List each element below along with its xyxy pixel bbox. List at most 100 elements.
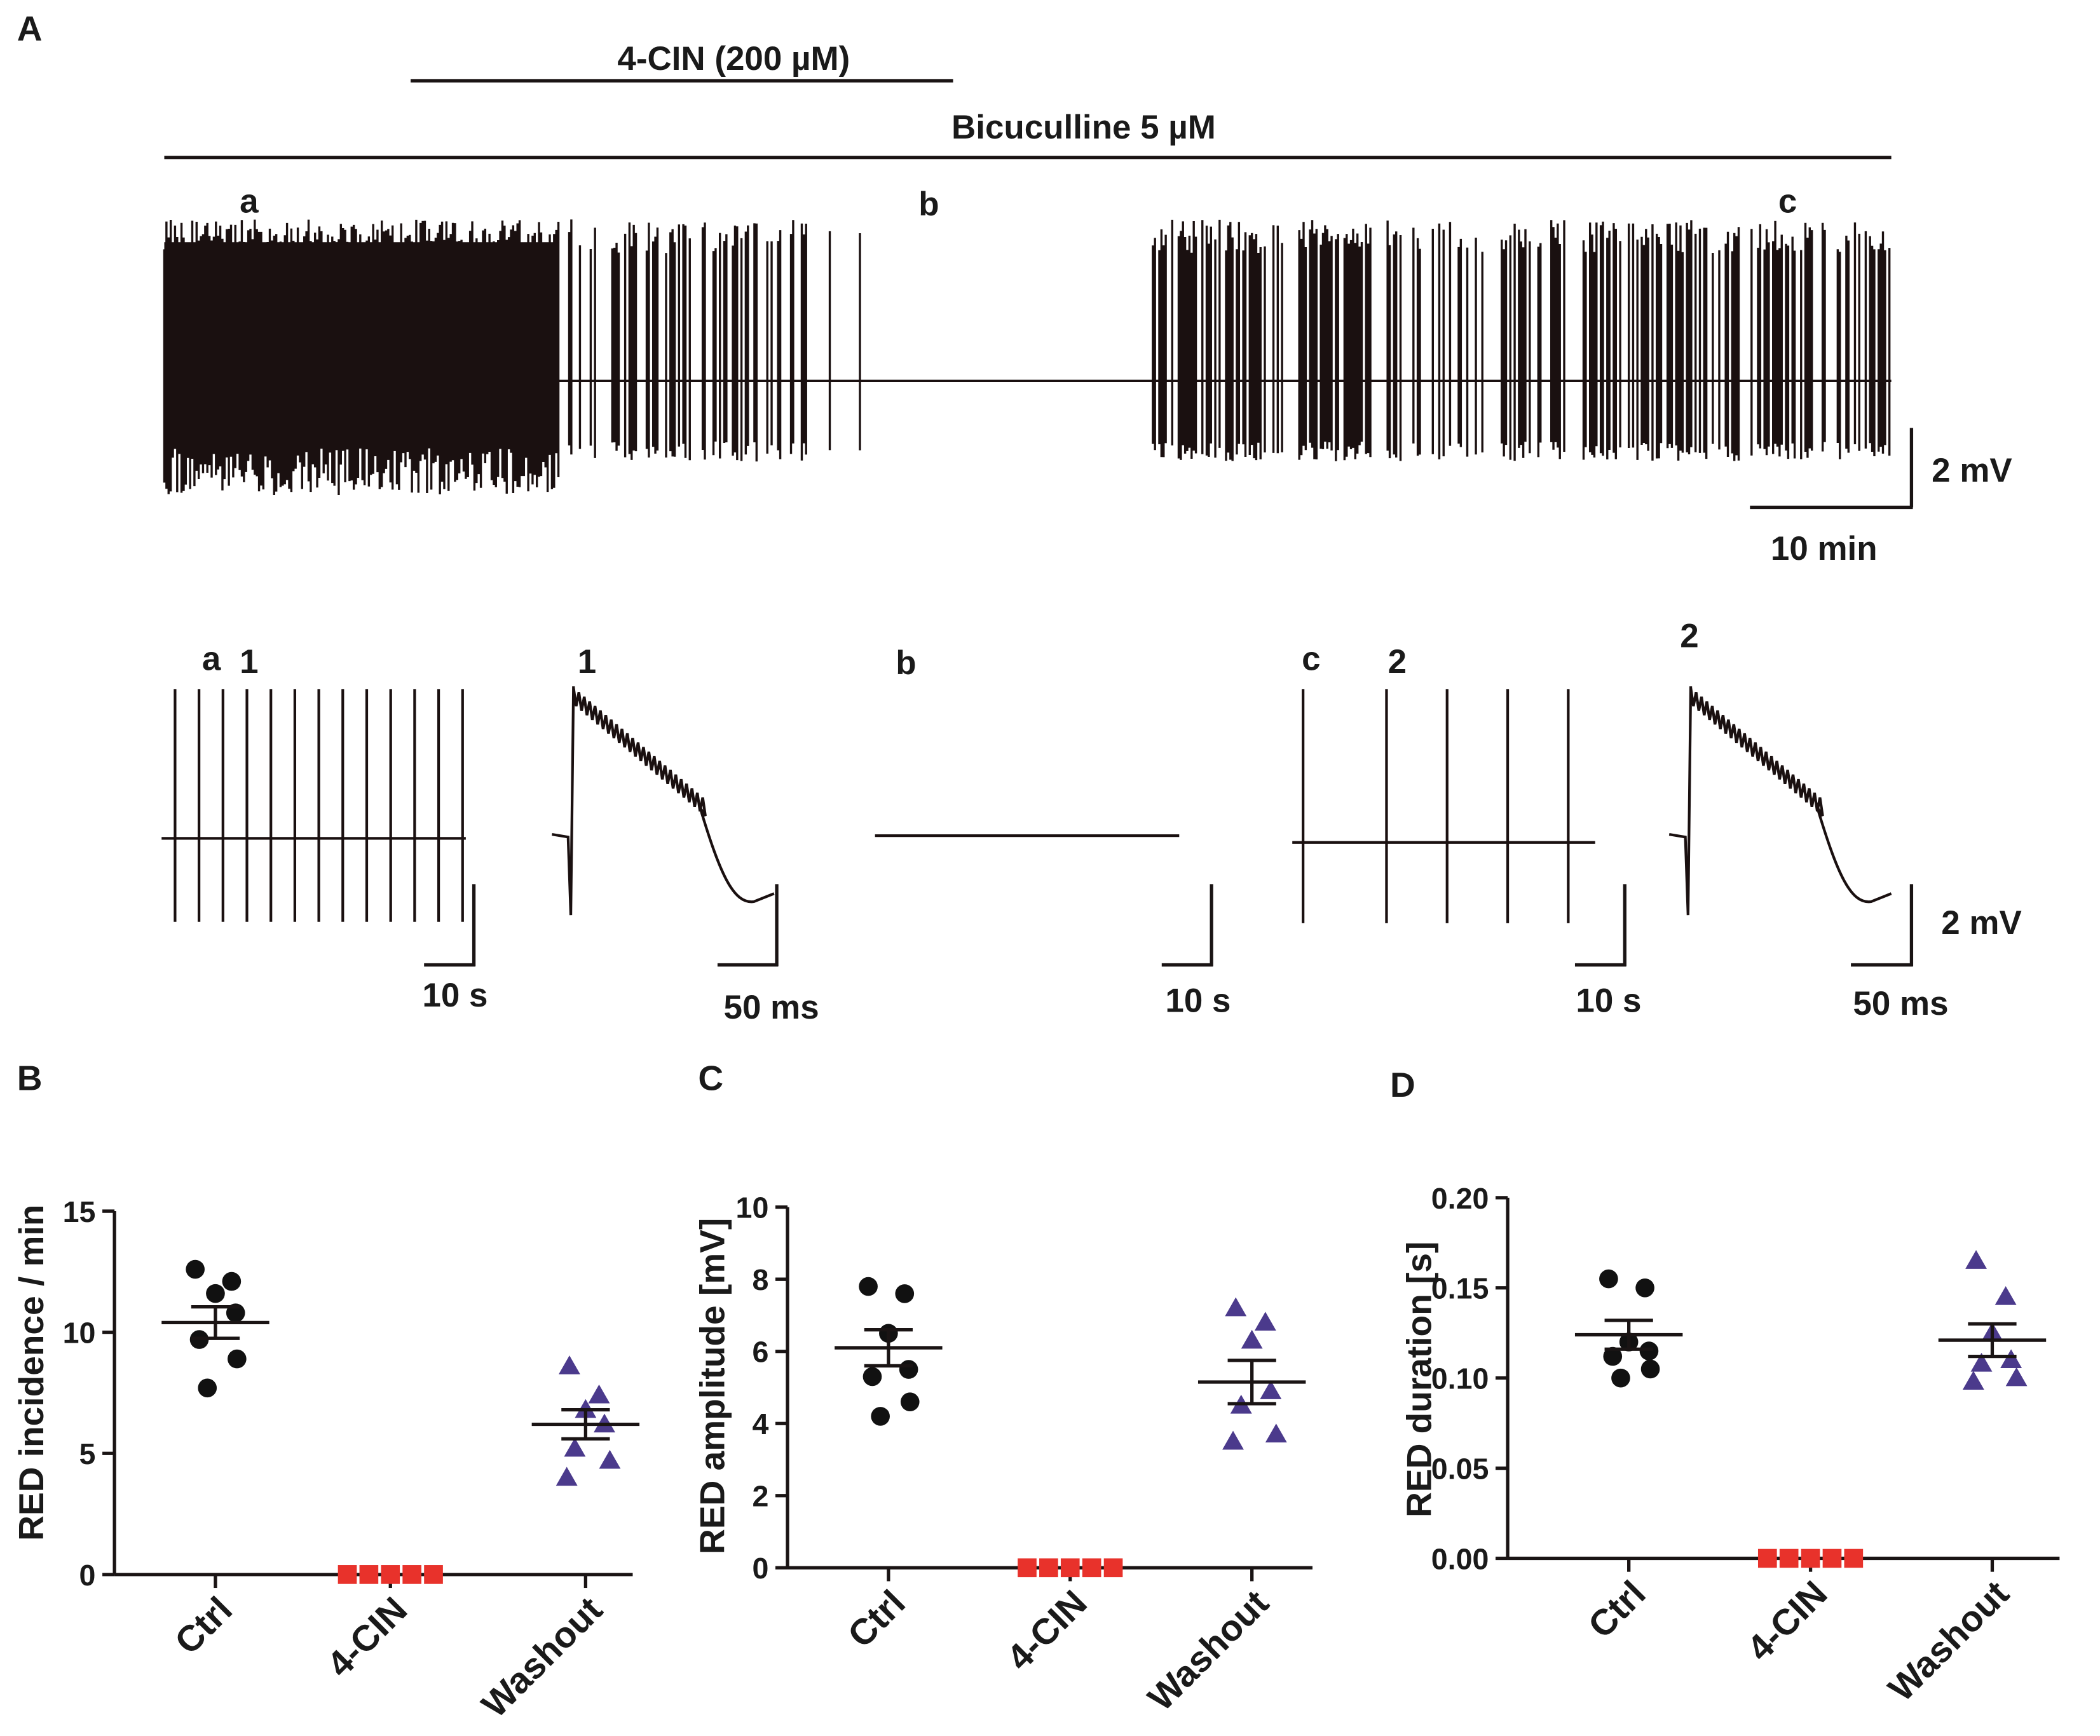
label: 10 s: [422, 977, 488, 1014]
label: 0: [752, 1552, 768, 1585]
dot: [1599, 1269, 1618, 1289]
label: 0.10: [1431, 1362, 1489, 1395]
square: [424, 1565, 443, 1584]
dot: [206, 1284, 225, 1303]
square: [381, 1565, 400, 1584]
dot: [1603, 1346, 1623, 1366]
dot: [222, 1271, 242, 1291]
label: c: [1302, 641, 1320, 678]
x-tick-label: 4-CIN: [999, 1583, 1095, 1679]
x-tick-label: Ctrl: [167, 1589, 240, 1662]
x-tick-label: 4-CIN: [319, 1589, 415, 1685]
dot: [859, 1277, 878, 1296]
square: [1801, 1549, 1820, 1568]
x-tick-label: Washout: [474, 1589, 610, 1725]
y-axis-label: RED amplitude [mV]: [692, 1218, 732, 1554]
label: 2: [1680, 618, 1698, 655]
triangle: [1265, 1423, 1287, 1442]
triangle: [1225, 1297, 1247, 1317]
label: 2 mV: [1941, 904, 2022, 942]
label: 5: [79, 1437, 96, 1470]
dot: [1635, 1278, 1654, 1298]
triangle: [588, 1384, 610, 1404]
label: 2: [752, 1480, 768, 1513]
label: 6: [752, 1336, 768, 1369]
trace-block: [164, 242, 559, 444]
label: 10 s: [1165, 982, 1231, 1020]
dot: [895, 1284, 915, 1303]
label: 10 min: [1771, 530, 1878, 567]
dot: [1639, 1341, 1659, 1360]
dot: [198, 1378, 217, 1398]
square: [1060, 1558, 1080, 1578]
dot: [1640, 1359, 1660, 1379]
label: 2: [1388, 643, 1407, 681]
dot: [871, 1407, 890, 1426]
square: [1757, 1549, 1777, 1568]
x-tick-label: 4-CIN: [1740, 1573, 1836, 1669]
label: 50 ms: [724, 989, 819, 1026]
trace: [1668, 686, 1892, 916]
label: b: [918, 186, 939, 223]
label: a: [202, 641, 221, 678]
label: 0.20: [1431, 1182, 1489, 1215]
label: D: [1390, 1065, 1415, 1104]
trace: [1292, 689, 1595, 923]
square: [1018, 1558, 1037, 1578]
triangle: [564, 1437, 586, 1457]
x-tick-label: Washout: [1881, 1573, 2017, 1709]
square: [1844, 1549, 1864, 1568]
triangle: [1970, 1353, 1993, 1372]
dot: [228, 1349, 247, 1369]
trace: [552, 686, 775, 916]
triangle: [2005, 1367, 2028, 1387]
label: B: [17, 1058, 43, 1097]
square: [402, 1565, 421, 1584]
label: 0.15: [1431, 1272, 1489, 1305]
dot: [900, 1392, 920, 1412]
triangle: [1994, 1286, 2017, 1305]
label: a: [240, 183, 259, 220]
label: 2 mV: [1932, 452, 2012, 489]
label: 0.00: [1431, 1542, 1489, 1575]
triangle: [1962, 1371, 1984, 1390]
triangle: [599, 1449, 621, 1469]
label: A: [17, 9, 43, 48]
x-tick-label: Ctrl: [840, 1583, 913, 1656]
triangle: [1241, 1329, 1263, 1349]
dot: [1611, 1368, 1630, 1388]
label: 1: [240, 643, 258, 681]
square: [1103, 1558, 1123, 1578]
dot: [899, 1360, 918, 1379]
square: [1822, 1549, 1842, 1568]
label: 1: [578, 643, 596, 681]
square: [1039, 1558, 1058, 1578]
square: [1779, 1549, 1799, 1568]
label: 15: [63, 1195, 96, 1228]
triangle: [558, 1355, 580, 1374]
square: [338, 1565, 357, 1584]
x-tick-label: Washout: [1140, 1583, 1276, 1719]
label: 0.05: [1431, 1452, 1489, 1485]
label: 10: [736, 1191, 769, 1224]
y-axis-label: RED duration [s]: [1399, 1242, 1438, 1517]
triangle: [1222, 1430, 1244, 1450]
triangle: [556, 1467, 578, 1486]
dot: [186, 1259, 205, 1279]
triangle: [1965, 1250, 1988, 1269]
triangle: [1254, 1312, 1276, 1331]
label: c: [1778, 183, 1797, 220]
y-axis-label: RED incidence / min: [11, 1205, 51, 1541]
dot: [862, 1367, 882, 1387]
label: 0: [79, 1559, 96, 1592]
triangle: [1260, 1380, 1282, 1399]
label: 10: [63, 1317, 96, 1350]
label: 4-CIN (200 µM): [617, 40, 850, 78]
label: 10 s: [1576, 982, 1641, 1020]
x-tick-label: Ctrl: [1581, 1573, 1654, 1646]
label: 50 ms: [1853, 985, 1948, 1022]
square: [359, 1565, 379, 1584]
label: 8: [752, 1263, 768, 1296]
